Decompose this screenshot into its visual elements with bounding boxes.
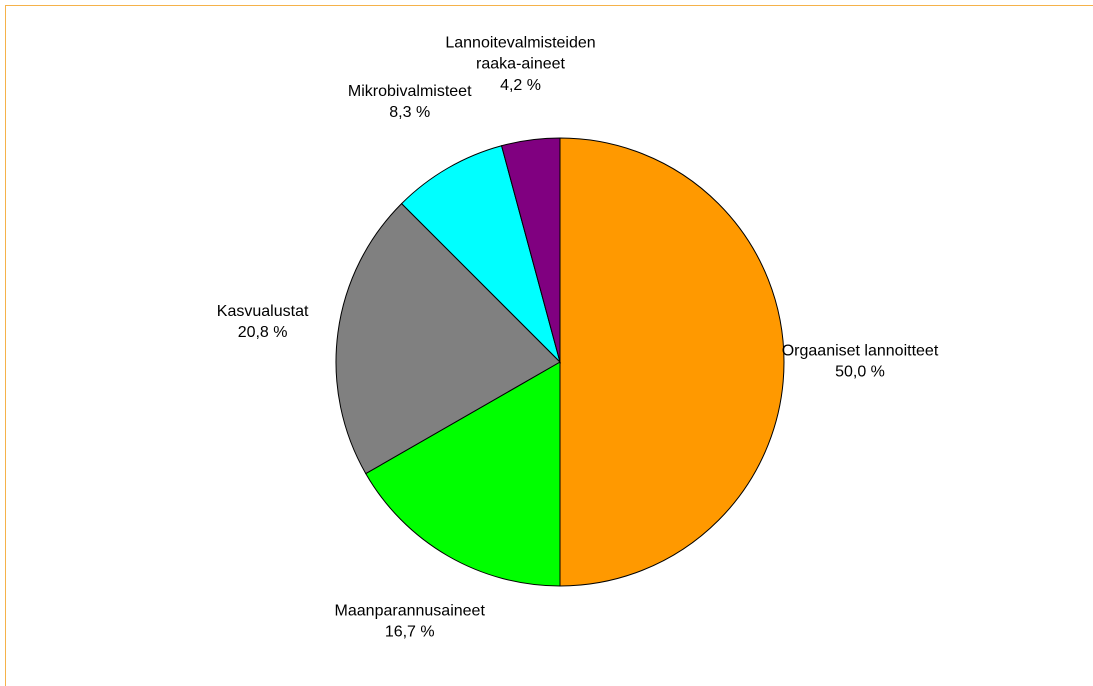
slice-value-label: 4,2 %	[500, 77, 541, 94]
pie-slice	[335, 202, 561, 475]
slice-label: Orgaaniset lannoitteet	[782, 343, 939, 360]
slice-value-label: 16,7 %	[385, 623, 435, 640]
pie-slice	[400, 145, 561, 364]
slice-label: Maanparannusaineet	[335, 602, 486, 619]
slice-value-label: 50,0 %	[835, 364, 885, 381]
pie-slice	[365, 361, 561, 587]
slice-label: Lannoitevalmisteiden raaka-aineet	[445, 35, 595, 73]
slice-label: Mikrobivalmisteet	[348, 83, 472, 100]
pie-slice	[559, 137, 785, 587]
slice-label: Kasvualustat	[217, 303, 309, 320]
slice-value-label: 20,8 %	[238, 324, 288, 341]
slice-value-label: 8,3 %	[389, 104, 430, 121]
pie-slice	[500, 137, 561, 363]
